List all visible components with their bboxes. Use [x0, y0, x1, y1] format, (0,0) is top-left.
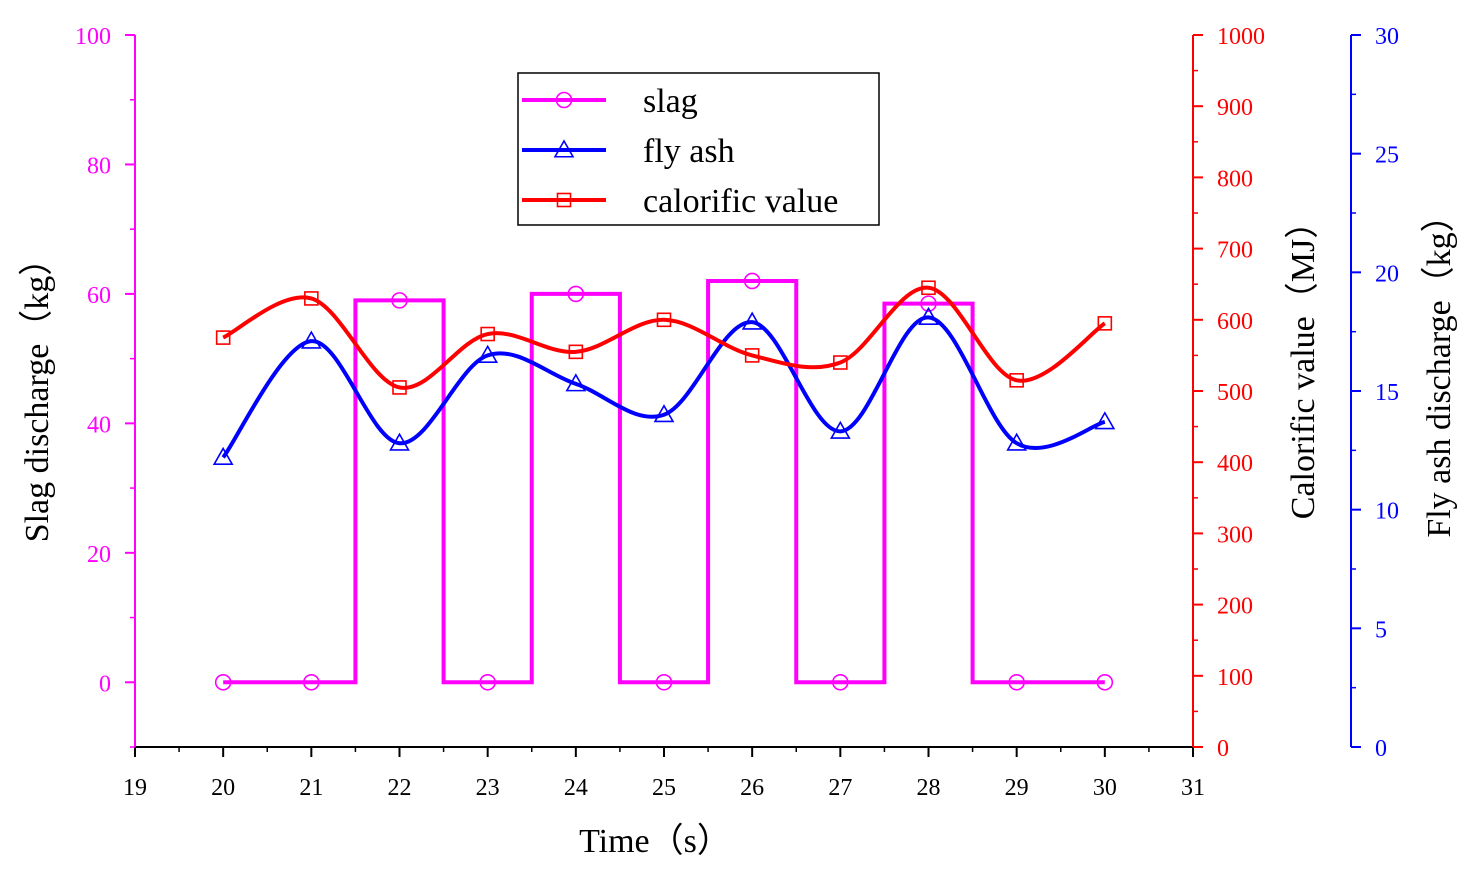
markers-layer — [212, 272, 1116, 691]
series-layer — [221, 278, 1107, 685]
data-point-calorific-value — [392, 380, 407, 395]
data-point-fly-ash — [918, 306, 939, 325]
legend-label-calorific-value: calorific value — [643, 183, 838, 220]
flyash-axis-title: Fly ash discharge（kg） — [1420, 198, 1458, 537]
legend-swatches — [522, 91, 606, 208]
left-tick-label: 80 — [87, 153, 111, 179]
legend-marker-slag — [555, 91, 573, 109]
flyash-tick-label: 5 — [1375, 617, 1387, 643]
series-line-slag — [223, 278, 1105, 685]
calorific-tick-label: 300 — [1217, 522, 1253, 548]
data-point-slag — [567, 285, 585, 303]
series-line-calorific-value — [222, 285, 1107, 390]
data-point-fly-ash — [212, 446, 234, 466]
calorific-tick-label: 400 — [1217, 451, 1253, 477]
calorific-tick-label: 600 — [1217, 309, 1253, 335]
left-tick-label: 20 — [87, 542, 111, 568]
calorific-tick-label: 200 — [1217, 594, 1253, 620]
x-tick-label: 23 — [476, 775, 500, 801]
x-tick-label: 22 — [388, 775, 412, 801]
data-point-slag — [391, 292, 408, 309]
flyash-tick-label: 0 — [1375, 736, 1387, 762]
calorific-tick-label: 900 — [1217, 95, 1253, 121]
series-line-fly-ash — [221, 315, 1106, 459]
data-point-fly-ash — [389, 432, 410, 451]
calorific-axis-title: Calorific value（MJ） — [1284, 205, 1322, 519]
x-tick-label: 24 — [564, 775, 588, 801]
legend-label-fly-ash: fly ash — [643, 133, 735, 170]
flyash-tick-label: 10 — [1375, 499, 1399, 525]
data-point-fly-ash — [477, 344, 499, 363]
legend-marker-fly-ash — [553, 139, 575, 158]
data-point-calorific-value — [744, 348, 760, 363]
data-point-slag — [479, 673, 496, 691]
left-axis-title: Slag discharge（kg） — [18, 242, 56, 543]
data-point-slag — [832, 673, 849, 691]
data-point-slag — [920, 295, 937, 312]
x-tick-label: 30 — [1093, 775, 1117, 801]
data-point-calorific-value — [921, 280, 936, 296]
flyash-tick-label: 15 — [1375, 380, 1399, 406]
legend-label-slag: slag — [643, 83, 698, 120]
flyash-tick-label: 25 — [1375, 143, 1399, 169]
data-point-fly-ash — [829, 420, 851, 439]
axes-layer: 19 20 21 22 23 24 25 26 27 28 29 30 3102040608010001… — [75, 24, 1399, 801]
x-tick-label: 21 — [299, 775, 323, 801]
left-tick-label: 40 — [87, 412, 111, 438]
data-point-slag — [1096, 673, 1114, 691]
left-tick-label: 100 — [75, 24, 111, 50]
data-point-calorific-value — [304, 291, 319, 306]
x-tick-label: 25 — [652, 775, 676, 801]
data-point-slag — [743, 272, 761, 290]
data-point-slag — [655, 673, 673, 691]
x-tick-label: 27 — [828, 775, 852, 801]
calorific-tick-label: 0 — [1217, 736, 1229, 762]
data-point-fly-ash — [741, 311, 763, 330]
x-tick-label: 19 — [123, 775, 147, 801]
data-point-fly-ash — [1094, 411, 1116, 430]
calorific-tick-label: 500 — [1217, 380, 1253, 406]
x-tick-label: 29 — [1005, 775, 1029, 801]
legend-marker-calorific-value — [556, 192, 572, 208]
data-point-slag — [1008, 673, 1025, 691]
flyash-tick-label: 20 — [1375, 261, 1399, 287]
data-point-fly-ash — [300, 330, 322, 349]
data-point-fly-ash — [565, 373, 587, 392]
data-point-calorific-value — [656, 312, 672, 328]
data-point-slag — [303, 673, 320, 691]
flyash-tick-label: 30 — [1375, 24, 1399, 50]
data-point-calorific-value — [833, 355, 848, 370]
calorific-tick-label: 100 — [1217, 665, 1253, 691]
calorific-tick-label: 1000 — [1217, 24, 1265, 50]
x-tick-label: 26 — [740, 775, 764, 801]
x-tick-label: 28 — [917, 775, 941, 801]
data-point-calorific-value — [1097, 316, 1113, 331]
x-tick-label: 31 — [1181, 775, 1205, 801]
legend: slag fly ash calorific value — [517, 72, 880, 226]
left-tick-label: 0 — [99, 671, 111, 697]
x-tick-label: 20 — [211, 775, 235, 801]
data-point-calorific-value — [480, 326, 495, 342]
x-axis-title: Time（s） — [579, 822, 731, 860]
calorific-tick-label: 700 — [1217, 238, 1253, 264]
data-point-calorific-value — [215, 330, 231, 345]
left-tick-label: 60 — [87, 283, 111, 309]
data-point-calorific-value — [568, 344, 584, 360]
data-point-slag — [214, 673, 232, 691]
data-point-fly-ash — [1006, 432, 1028, 451]
data-point-calorific-value — [1009, 373, 1024, 388]
data-point-fly-ash — [653, 404, 675, 423]
calorific-tick-label: 800 — [1217, 166, 1253, 192]
